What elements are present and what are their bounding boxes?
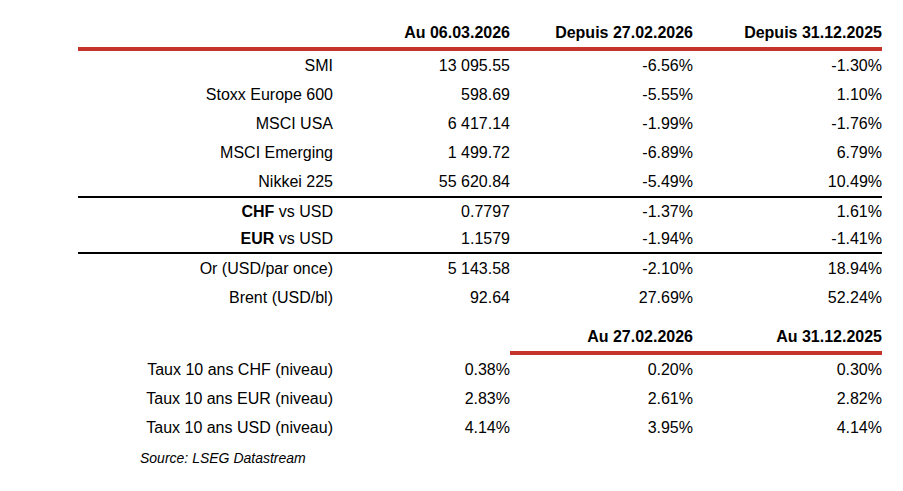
row-value: 1 499.72 (333, 138, 510, 167)
row-value: 6 417.14 (333, 109, 510, 138)
row-change-week: -2.10% (510, 254, 693, 283)
row-value: 13 095.55 (333, 51, 510, 80)
table-row-brent: Brent (USD/bl) 92.64 27.69% 52.24% (78, 283, 882, 312)
row-prev-week-value: 3.95% (510, 413, 693, 442)
row-prev-year-value: 4.14% (693, 413, 882, 442)
row-label: MSCI USA (78, 109, 333, 138)
row-value: 0.38% (333, 355, 510, 384)
row-change-week: -6.89% (510, 138, 693, 167)
table-row-msci-emerging: MSCI Emerging 1 499.72 -6.89% 6.79% (78, 138, 882, 167)
row-label: Nikkei 225 (78, 167, 333, 196)
row-prev-year-value: 0.30% (693, 355, 882, 384)
row-change-week: -5.49% (510, 167, 693, 196)
column-header-change-since-year: Depuis 31.12.2025 (693, 20, 882, 45)
row-change-ytd: -1.30% (693, 51, 882, 80)
row-label: CHF vs USD (78, 198, 333, 225)
currency-code: EUR (241, 230, 275, 247)
row-change-ytd: 52.24% (693, 283, 882, 312)
row-label: Stoxx Europe 600 (78, 80, 333, 109)
row-label: Taux 10 ans USD (niveau) (78, 413, 333, 442)
currency-code: CHF (241, 203, 274, 220)
row-change-week: -5.55% (510, 80, 693, 109)
row-change-ytd: 6.79% (693, 138, 882, 167)
table-row-rate-10y-chf: Taux 10 ans CHF (niveau) 0.38% 0.20% 0.3… (78, 355, 882, 384)
section-gap (78, 312, 882, 324)
table-row-gold: Or (USD/par once) 5 143.58 -2.10% 18.94% (78, 254, 882, 283)
row-label: MSCI Emerging (78, 138, 333, 167)
row-value: 0.7797 (333, 198, 510, 225)
table-row-rate-10y-usd: Taux 10 ans USD (niveau) 4.14% 3.95% 4.1… (78, 413, 882, 442)
row-change-ytd: 1.61% (693, 198, 882, 225)
row-label: Taux 10 ans CHF (niveau) (78, 355, 333, 384)
column-header-prev-week-date: Au 27.02.2026 (510, 324, 693, 349)
row-prev-week-value: 2.61% (510, 384, 693, 413)
row-value: 2.83% (333, 384, 510, 413)
row-value: 598.69 (333, 80, 510, 109)
row-change-week: -1.94% (510, 225, 693, 252)
row-change-ytd: -1.76% (693, 109, 882, 138)
row-label: Taux 10 ans EUR (niveau) (78, 384, 333, 413)
row-value: 92.64 (333, 283, 510, 312)
row-change-ytd: -1.41% (693, 225, 882, 252)
row-label: EUR vs USD (78, 225, 333, 252)
row-change-ytd: 10.49% (693, 167, 882, 196)
row-change-week: -1.37% (510, 198, 693, 225)
market-table-header-row: Au 06.03.2026 Depuis 27.02.2026 Depuis 3… (78, 20, 882, 45)
row-label: SMI (78, 51, 333, 80)
row-label: Brent (USD/bl) (78, 283, 333, 312)
column-header-change-since-week: Depuis 27.02.2026 (510, 20, 693, 45)
row-value: 4.14% (333, 413, 510, 442)
source-attribution: Source: LSEG Datastream (78, 448, 882, 468)
currency-pair-suffix: vs USD (274, 230, 333, 247)
header-empty-cell (333, 324, 510, 349)
header-empty-cell (78, 20, 333, 45)
row-change-week: -6.56% (510, 51, 693, 80)
table-row-eur-usd: EUR vs USD 1.1579 -1.94% -1.41% (78, 225, 882, 252)
row-change-ytd: 18.94% (693, 254, 882, 283)
row-prev-year-value: 2.82% (693, 384, 882, 413)
row-value: 5 143.58 (333, 254, 510, 283)
row-change-week: -1.99% (510, 109, 693, 138)
table-row-smi: SMI 13 095.55 -6.56% -1.30% (78, 51, 882, 80)
rates-table-header-row: Au 27.02.2026 Au 31.12.2025 (78, 324, 882, 349)
header-empty-cell (78, 324, 333, 349)
row-value: 1.1579 (333, 225, 510, 252)
table-row-stoxx-europe-600: Stoxx Europe 600 598.69 -5.55% 1.10% (78, 80, 882, 109)
market-summary-page: Au 06.03.2026 Depuis 27.02.2026 Depuis 3… (0, 0, 903, 491)
row-value: 55 620.84 (333, 167, 510, 196)
column-header-prev-year-date: Au 31.12.2025 (693, 324, 882, 349)
table-row-chf-usd: CHF vs USD 0.7797 -1.37% 1.61% (78, 198, 882, 225)
market-summary-table: Au 06.03.2026 Depuis 27.02.2026 Depuis 3… (78, 20, 882, 468)
row-change-ytd: 1.10% (693, 80, 882, 109)
table-row-rate-10y-eur: Taux 10 ans EUR (niveau) 2.83% 2.61% 2.8… (78, 384, 882, 413)
table-row-nikkei-225: Nikkei 225 55 620.84 -5.49% 10.49% (78, 167, 882, 196)
table-row-msci-usa: MSCI USA 6 417.14 -1.99% -1.76% (78, 109, 882, 138)
row-prev-week-value: 0.20% (510, 355, 693, 384)
currency-pair-suffix: vs USD (274, 203, 333, 220)
row-change-week: 27.69% (510, 283, 693, 312)
column-header-as-of-date: Au 06.03.2026 (333, 20, 510, 45)
row-label: Or (USD/par once) (78, 254, 333, 283)
